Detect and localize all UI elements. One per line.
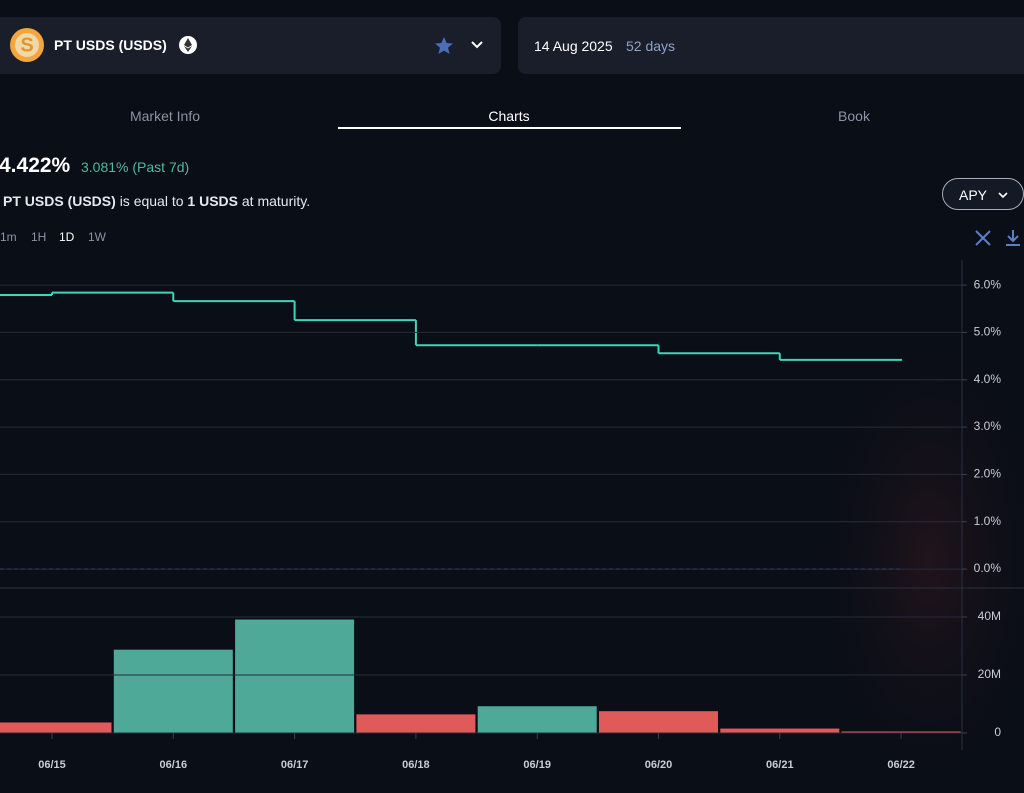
y-tick-label: 3.0% bbox=[974, 419, 1002, 433]
maturity-date: 14 Aug 2025 bbox=[534, 38, 613, 54]
timeframe[interactable]: 1H bbox=[31, 230, 47, 244]
y-tick-label: 2.0% bbox=[974, 467, 1002, 481]
statement-part: at maturity. bbox=[241, 193, 311, 209]
market-dropdown[interactable] bbox=[470, 38, 484, 52]
volume-bar bbox=[0, 721, 113, 734]
x-tick-label: 06/21 bbox=[766, 759, 794, 771]
background-glow bbox=[800, 300, 1024, 793]
volume-bar bbox=[355, 713, 477, 734]
volume-bar bbox=[719, 727, 841, 734]
volume-bar bbox=[598, 710, 719, 734]
x-tick-label: 06/17 bbox=[281, 759, 309, 771]
statement-part: is equal to bbox=[119, 193, 184, 209]
chart-tools[interactable] bbox=[974, 228, 1024, 248]
x-tick-label: 06/20 bbox=[645, 759, 673, 771]
tab[interactable]: Market Info bbox=[129, 108, 201, 124]
maturity-card[interactable] bbox=[518, 17, 1024, 74]
metric-label: APY bbox=[959, 187, 988, 203]
tab[interactable]: Charts bbox=[488, 108, 530, 124]
timeframe[interactable]: 1m bbox=[0, 230, 17, 244]
y-tick-label: 5.0% bbox=[974, 325, 1002, 339]
statement-part: 1 USDS bbox=[187, 193, 238, 209]
x-tick-label: 06/15 bbox=[38, 759, 66, 771]
tab[interactable]: Book bbox=[838, 108, 870, 124]
volume-bar bbox=[234, 618, 356, 734]
timeframe[interactable]: 1D bbox=[59, 230, 75, 244]
chevron bbox=[998, 192, 1008, 199]
apy-change: 3.081% (Past 7d) bbox=[81, 159, 190, 175]
plot-area bbox=[0, 291, 962, 734]
volume-bar bbox=[476, 705, 598, 734]
statement-part: PT USDS (USDS) bbox=[3, 193, 116, 209]
y-tick-label: 40M bbox=[978, 609, 1001, 623]
timeframe[interactable]: 1W bbox=[88, 230, 106, 244]
market-card[interactable] bbox=[0, 17, 501, 74]
x-tick-label: 06/22 bbox=[887, 759, 915, 771]
y-tick-label: 1.0% bbox=[974, 514, 1002, 528]
x-tick-label: 06/16 bbox=[160, 759, 188, 771]
metric-dropdown[interactable]: APY bbox=[942, 178, 1024, 210]
y-tick-label: 6.0% bbox=[974, 277, 1002, 291]
y-tick-label: 0.0% bbox=[974, 561, 1002, 575]
chain-icon bbox=[179, 36, 197, 54]
favorite-star[interactable] bbox=[433, 35, 455, 57]
market-name: PT USDS (USDS) bbox=[54, 37, 167, 53]
y-tick-label: 20M bbox=[978, 667, 1001, 681]
active-tab-underline bbox=[338, 127, 681, 129]
x-tick-label: 06/19 bbox=[523, 759, 551, 771]
volume-bar bbox=[112, 648, 234, 734]
current-apy: 4.422% bbox=[0, 154, 71, 177]
days-left: 52 days bbox=[626, 38, 676, 54]
y-tick-label: 4.0% bbox=[974, 372, 1002, 386]
statement: PT USDS (USDS) is equal to 1 USDS at mat… bbox=[3, 193, 310, 209]
y-tick-label: 0 bbox=[994, 725, 1001, 739]
token-icon: S bbox=[10, 28, 44, 62]
x-tick-label: 06/18 bbox=[402, 759, 430, 771]
svg-text:S: S bbox=[20, 34, 33, 56]
